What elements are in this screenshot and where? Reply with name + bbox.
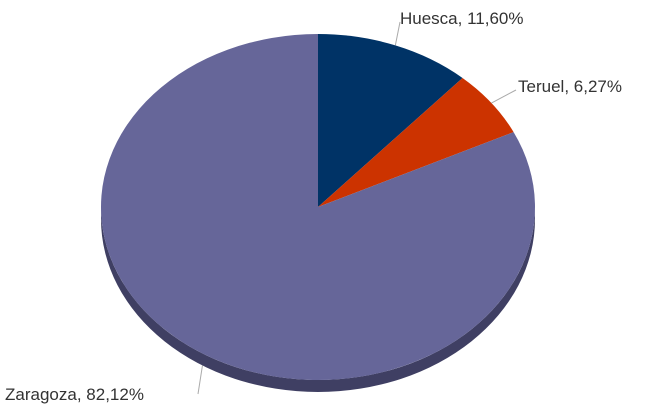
category-label: Huesca	[400, 9, 458, 28]
leader-line	[394, 21, 401, 46]
pie-slice	[101, 34, 536, 380]
category-label: Zaragoza	[5, 385, 77, 404]
label-separator: ,	[77, 385, 86, 404]
value-label: 11,60%	[467, 9, 523, 28]
data-label: Zaragoza, 82,12%	[5, 385, 144, 404]
category-label: Teruel	[518, 77, 564, 96]
label-separator: ,	[564, 77, 573, 96]
label-separator: ,	[458, 9, 467, 28]
leader-line	[197, 365, 203, 395]
data-label: Huesca, 11,60%	[400, 9, 524, 28]
value-label: 6,27%	[574, 77, 622, 96]
pie-slice	[318, 77, 514, 208]
data-label: Teruel, 6,27%	[518, 77, 622, 96]
value-label: 82,12%	[86, 385, 144, 404]
leader-line	[491, 89, 517, 104]
pie-slice	[318, 34, 463, 207]
